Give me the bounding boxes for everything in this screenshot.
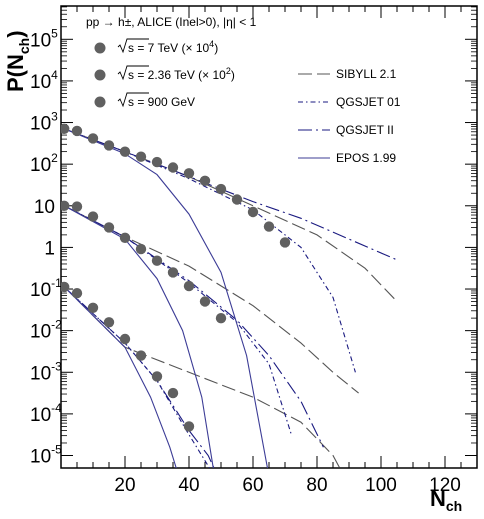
data-point-series-1 bbox=[167, 162, 179, 173]
data-point-series-2 bbox=[151, 255, 163, 266]
data-point-series-1 bbox=[263, 221, 275, 232]
y-tick-label: 10-1 bbox=[30, 276, 62, 301]
model-curve-qgsjet-ii bbox=[64, 128, 398, 261]
data-point-series-3 bbox=[167, 387, 179, 399]
legend-data-series: s = 7 TeV (× 104) s = 2.36 TeV (× 102) s =… bbox=[94, 38, 235, 109]
legend-model-label: QGSJET 01 bbox=[336, 95, 401, 109]
legend-model-label: SIBYLL 2.1 bbox=[336, 67, 397, 81]
x-tick-label: 120 bbox=[429, 475, 461, 496]
x-tick-label: 80 bbox=[306, 475, 327, 496]
y-tick-label: 104 bbox=[30, 68, 58, 93]
data-point-series-1 bbox=[135, 151, 147, 162]
data-point-series-3 bbox=[119, 333, 131, 345]
legend-marker bbox=[94, 69, 106, 81]
data-point-series-2 bbox=[87, 211, 99, 222]
data-point-series-2 bbox=[61, 200, 70, 211]
y-axis-title-close: ) bbox=[3, 30, 28, 37]
data-point-series-3 bbox=[183, 421, 195, 432]
legend-sqrt-sign bbox=[117, 38, 149, 54]
data-point-series-1 bbox=[61, 123, 70, 134]
legend-label: s = 2.36 TeV (× 102) bbox=[128, 66, 235, 82]
x-axis-title: Nch bbox=[430, 486, 462, 514]
y-axis-title-sub: ch bbox=[16, 38, 32, 54]
chart-title: pp → h±, ALICE (Inel>0), |η| < 1 bbox=[86, 15, 257, 29]
data-point-series-1 bbox=[183, 168, 195, 179]
legend-sqrt-sign bbox=[117, 65, 149, 81]
model-curve-epos-1-99 bbox=[63, 286, 177, 468]
data-point-series-1 bbox=[279, 237, 291, 248]
model-curve-epos-1-99 bbox=[63, 128, 269, 468]
y-tick-label: 105 bbox=[30, 26, 58, 51]
y-tick-label: 10 bbox=[34, 197, 55, 218]
y-axis-title: P(Nch) bbox=[3, 30, 32, 92]
y-axis-title-main: P(N bbox=[3, 54, 28, 92]
legend-model-label: QGSJET II bbox=[336, 123, 394, 137]
y-tick-label: 102 bbox=[30, 151, 58, 176]
data-point-series-3 bbox=[87, 302, 99, 313]
data-point-series-2 bbox=[215, 313, 227, 324]
data-point-series-1 bbox=[119, 146, 131, 157]
legend-model-series: SIBYLL 2.1 QGSJET 01 QGSJET II EPOS 1.99 bbox=[298, 67, 401, 165]
data-point-series-2 bbox=[167, 267, 179, 278]
y-tick-label: 10-4 bbox=[30, 401, 62, 426]
legend-marker bbox=[94, 42, 106, 54]
data-point-series-1 bbox=[103, 140, 115, 151]
data-point-series-3 bbox=[71, 288, 83, 299]
x-axis-title-main: N bbox=[430, 486, 446, 511]
data-point-series-1 bbox=[151, 156, 163, 168]
x-tick-label: 40 bbox=[178, 475, 199, 496]
model-curve-qgsjet-01 bbox=[63, 205, 292, 435]
model-curve-epos-1-99 bbox=[63, 205, 214, 468]
y-tick-label: 1 bbox=[44, 238, 55, 259]
data-point-series-2 bbox=[135, 243, 147, 255]
data-point-series-1 bbox=[199, 175, 211, 186]
model-curves bbox=[63, 128, 398, 468]
data-point-series-2 bbox=[183, 280, 195, 292]
x-tick-label: 100 bbox=[365, 475, 397, 496]
data-point-series-3 bbox=[135, 350, 147, 361]
data-point-series-3 bbox=[61, 281, 70, 293]
y-tick-label: 103 bbox=[30, 110, 58, 135]
model-curve-qgsjet-ii bbox=[63, 286, 215, 468]
legend-label: s = 900 GeV bbox=[128, 95, 195, 109]
x-tick-label: 20 bbox=[114, 475, 135, 496]
data-point-series-1 bbox=[231, 194, 243, 205]
y-tick-label: 10-5 bbox=[30, 443, 62, 468]
data-point-series-2 bbox=[71, 201, 83, 212]
data-point-series-1 bbox=[71, 125, 83, 137]
legend-sqrt-sign bbox=[117, 92, 149, 108]
model-curve-qgsjet-01 bbox=[64, 128, 356, 373]
data-point-series-2 bbox=[103, 222, 115, 233]
x-tick-label: 60 bbox=[242, 475, 263, 496]
data-point-series-2 bbox=[119, 232, 131, 243]
legend-label: s = 7 TeV (× 104) bbox=[128, 39, 218, 55]
legend-marker bbox=[94, 96, 106, 108]
legend-model-label: EPOS 1.99 bbox=[336, 151, 396, 165]
axes: 20 40 60 80 100 12010510410310210110-110-210-… bbox=[30, 6, 477, 496]
y-tick-label: 10-2 bbox=[30, 318, 62, 343]
data-point-series-3 bbox=[151, 371, 163, 382]
model-curve-qgsjet-01 bbox=[63, 286, 211, 468]
data-point-series-1 bbox=[87, 133, 99, 144]
data-point-series-3 bbox=[103, 317, 115, 328]
data-point-series-1 bbox=[215, 183, 227, 195]
data-point-series-1 bbox=[247, 206, 259, 218]
y-tick-label: 10-3 bbox=[30, 359, 62, 384]
data-point-series-2 bbox=[199, 296, 211, 307]
x-axis-title-sub: ch bbox=[446, 498, 462, 514]
data-points bbox=[61, 123, 291, 432]
